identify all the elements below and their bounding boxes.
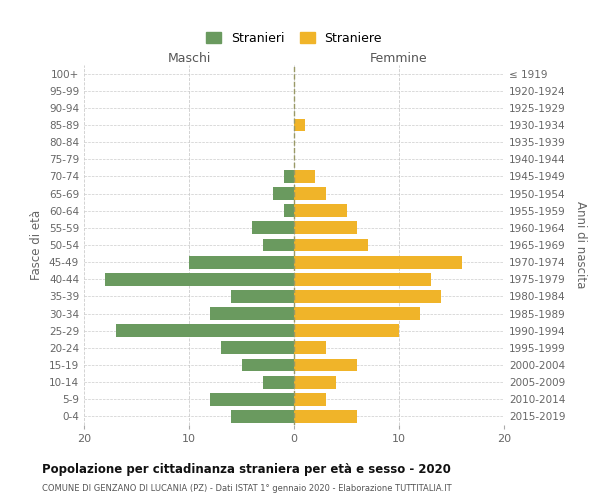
Bar	[294, 222, 357, 234]
Text: COMUNE DI GENZANO DI LUCANIA (PZ) - Dati ISTAT 1° gennaio 2020 - Elaborazione TU: COMUNE DI GENZANO DI LUCANIA (PZ) - Dati…	[42, 484, 452, 493]
Bar	[294, 410, 357, 423]
Y-axis label: Anni di nascita: Anni di nascita	[574, 202, 587, 288]
Bar	[294, 256, 462, 268]
Bar	[210, 307, 294, 320]
Bar	[294, 393, 325, 406]
Bar	[115, 324, 294, 337]
Bar	[252, 222, 294, 234]
Bar	[294, 238, 367, 252]
Bar	[210, 393, 294, 406]
Bar	[294, 290, 441, 303]
Bar	[294, 204, 347, 217]
Bar	[263, 238, 294, 252]
Bar	[294, 187, 325, 200]
Bar	[294, 358, 357, 372]
Bar	[231, 290, 294, 303]
Bar	[263, 376, 294, 388]
Bar	[273, 187, 294, 200]
Legend: Stranieri, Straniere: Stranieri, Straniere	[202, 28, 386, 48]
Bar	[189, 256, 294, 268]
Text: Femmine: Femmine	[370, 52, 428, 65]
Bar	[105, 273, 294, 285]
Bar	[294, 118, 305, 132]
Bar	[294, 376, 336, 388]
Text: Maschi: Maschi	[167, 52, 211, 65]
Bar	[241, 358, 294, 372]
Bar	[231, 410, 294, 423]
Bar	[294, 170, 315, 183]
Bar	[284, 204, 294, 217]
Bar	[221, 342, 294, 354]
Bar	[294, 307, 420, 320]
Text: Popolazione per cittadinanza straniera per età e sesso - 2020: Popolazione per cittadinanza straniera p…	[42, 462, 451, 475]
Bar	[294, 324, 399, 337]
Y-axis label: Fasce di età: Fasce di età	[31, 210, 43, 280]
Bar	[294, 273, 431, 285]
Bar	[294, 342, 325, 354]
Bar	[284, 170, 294, 183]
